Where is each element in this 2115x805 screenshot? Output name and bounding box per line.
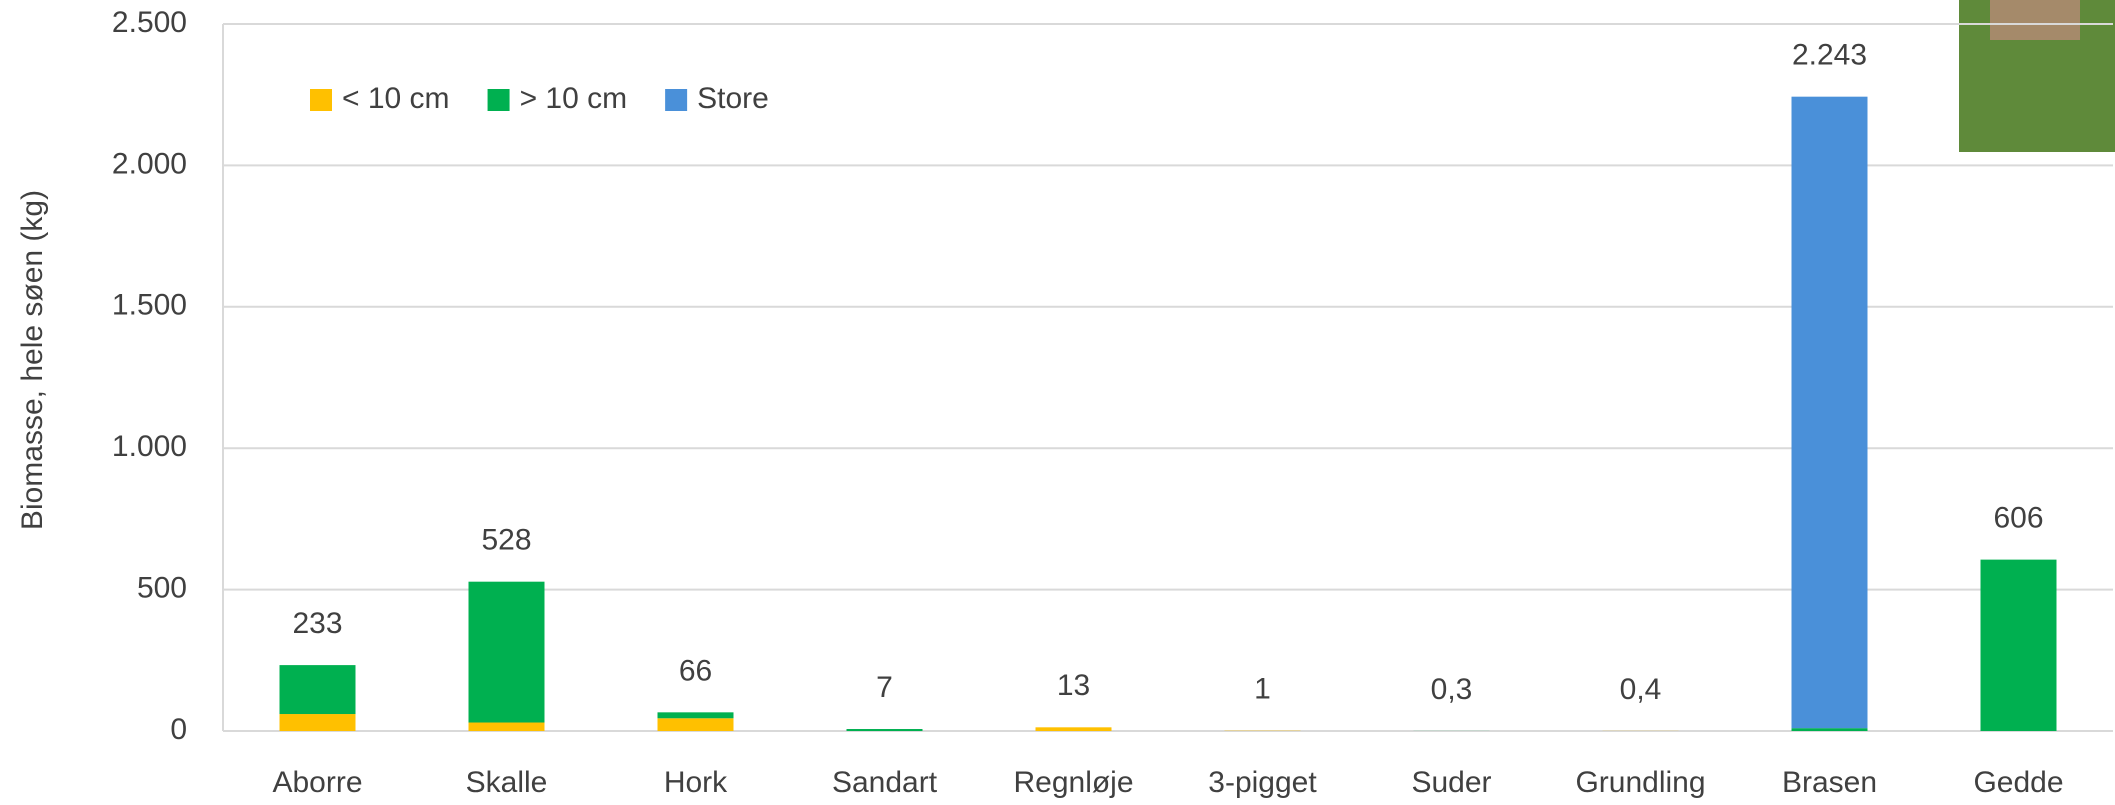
x-tick-label: Grundling bbox=[1575, 766, 1705, 799]
y-axis-label: Biomasse, hele søen (kg) bbox=[16, 190, 49, 530]
x-tick-label: Hork bbox=[664, 766, 728, 799]
bar-segment bbox=[1792, 97, 1868, 728]
legend-label: > 10 cm bbox=[520, 82, 628, 115]
photo-detail bbox=[1990, 0, 2080, 40]
legend-label: Store bbox=[697, 82, 769, 115]
bar-segment bbox=[1792, 728, 1868, 731]
x-tick-label: 3-pigget bbox=[1208, 766, 1317, 799]
x-tick-label: Gedde bbox=[1973, 766, 2063, 799]
total-label: 66 bbox=[679, 654, 712, 687]
y-tick-label: 2.000 bbox=[112, 147, 187, 180]
x-tick-label: Sandart bbox=[832, 766, 938, 799]
y-tick-label: 500 bbox=[137, 572, 187, 605]
bar-segment bbox=[847, 729, 923, 731]
total-label: 606 bbox=[1993, 502, 2043, 535]
x-tick-label: Regnløje bbox=[1013, 766, 1133, 799]
total-label: 2.243 bbox=[1792, 39, 1867, 72]
bar-segment bbox=[1036, 727, 1112, 731]
total-label: 0,3 bbox=[1431, 673, 1473, 706]
y-tick-label: 1.000 bbox=[112, 430, 187, 463]
bar-segment bbox=[469, 723, 545, 731]
y-tick-label: 1.500 bbox=[112, 289, 187, 322]
x-tick-label: Brasen bbox=[1782, 766, 1877, 799]
total-label: 528 bbox=[481, 524, 531, 557]
legend-swatch bbox=[488, 89, 510, 111]
legend-swatch bbox=[665, 89, 687, 111]
total-label: 13 bbox=[1057, 669, 1090, 702]
bar-segment bbox=[280, 714, 356, 731]
legend-swatch bbox=[310, 89, 332, 111]
bar-segment bbox=[658, 712, 734, 718]
total-label: 7 bbox=[876, 671, 893, 704]
bar-segment bbox=[469, 582, 545, 723]
x-tick-label: Aborre bbox=[272, 766, 362, 799]
bar-segment bbox=[658, 718, 734, 731]
total-label: 0,4 bbox=[1620, 673, 1662, 706]
legend-label: < 10 cm bbox=[342, 82, 450, 115]
bar-segment bbox=[280, 665, 356, 714]
total-label: 233 bbox=[292, 607, 342, 640]
x-tick-label: Skalle bbox=[466, 766, 548, 799]
chart: Biomasse, hele søen (kg) 0 500 1.000 1.500 2… bbox=[0, 0, 2115, 805]
y-tick-label: 2.500 bbox=[112, 6, 187, 39]
bar-segment bbox=[1981, 560, 2057, 731]
total-label: 1 bbox=[1254, 673, 1271, 706]
x-tick-label: Suder bbox=[1411, 766, 1491, 799]
y-tick-label: 0 bbox=[170, 713, 187, 746]
